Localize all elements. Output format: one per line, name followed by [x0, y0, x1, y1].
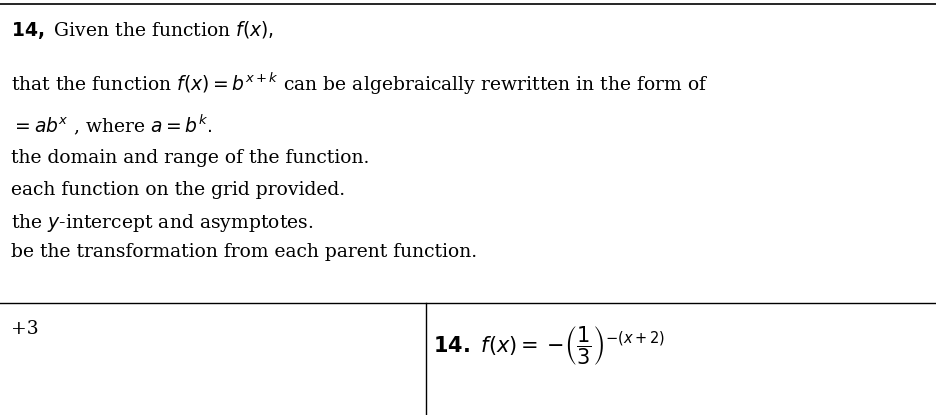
Text: $\mathbf{14.}$ $f(x) = -\!\left(\dfrac{1}{3}\right)^{-(x+2)}$: $\mathbf{14.}$ $f(x) = -\!\left(\dfrac{1… [433, 324, 665, 367]
Text: each function on the grid provided.: each function on the grid provided. [11, 181, 345, 198]
Text: +3: +3 [11, 320, 39, 337]
Text: $\mathbf{14,}$ Given the function $f(x),$: $\mathbf{14,}$ Given the function $f(x),… [11, 19, 274, 41]
Text: $= ab^x$ , where $a = b^k.$: $= ab^x$ , where $a = b^k.$ [11, 112, 212, 137]
Text: the domain and range of the function.: the domain and range of the function. [11, 149, 370, 167]
Text: be the transformation from each parent function.: be the transformation from each parent f… [11, 243, 477, 261]
Text: the $y$-intercept and asymptotes.: the $y$-intercept and asymptotes. [11, 212, 314, 234]
Text: that the function $f(x) = b^{x+k}$ can be algebraically rewritten in the form of: that the function $f(x) = b^{x+k}$ can b… [11, 71, 709, 97]
